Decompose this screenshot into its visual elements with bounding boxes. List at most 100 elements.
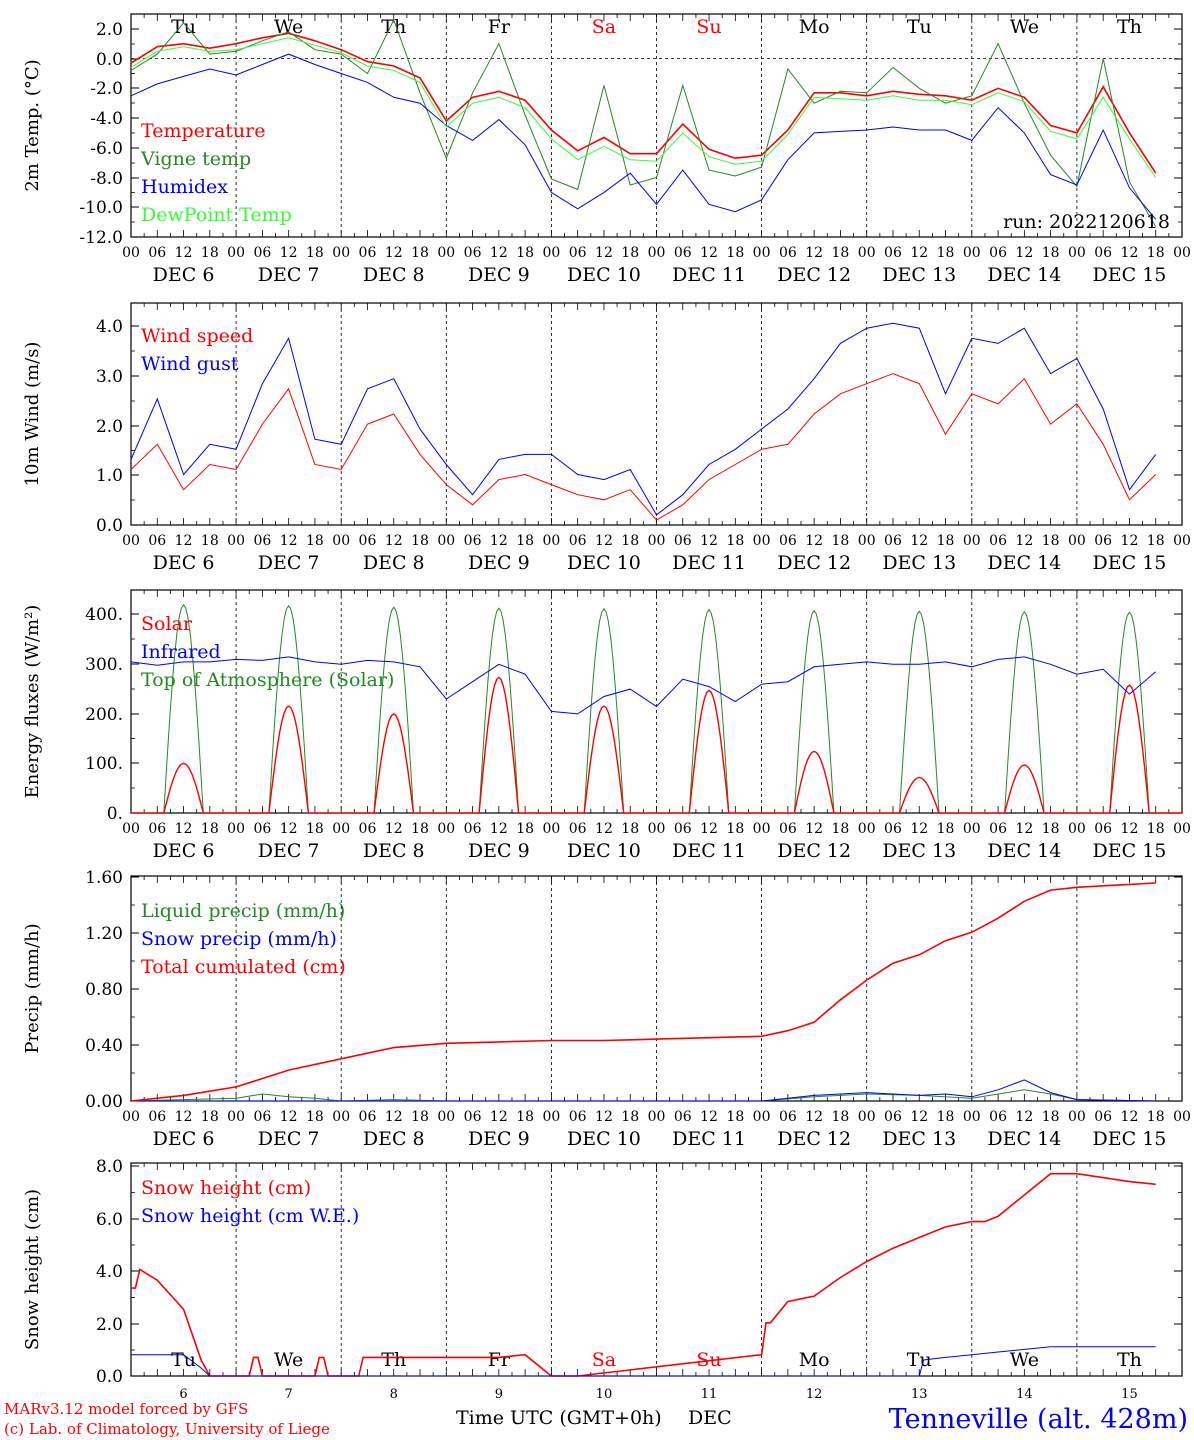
hour-label: 00 xyxy=(648,245,666,261)
hour-label: 06 xyxy=(253,533,271,549)
y-tick-label: -6.0 xyxy=(90,139,123,159)
hour-label: 00 xyxy=(122,533,140,549)
hour-label: 00 xyxy=(227,533,245,549)
hour-label: 18 xyxy=(621,245,639,261)
credit-line-2: (c) Lab. of Climatology, University of L… xyxy=(4,1420,330,1438)
hour-label: 00 xyxy=(1068,533,1086,549)
date-label: DEC 11 xyxy=(672,1128,746,1150)
weekday-label: We xyxy=(1010,16,1039,38)
day-number-label: 8 xyxy=(390,1387,398,1402)
weekday-label: Tu xyxy=(907,16,932,38)
legend-entry: Temperature xyxy=(141,120,265,142)
legend-entry: Wind gust xyxy=(141,353,239,375)
hour-label: 00 xyxy=(858,533,876,549)
date-label: DEC 7 xyxy=(258,840,320,862)
y-tick-label: 0.0 xyxy=(96,516,123,536)
hour-label: 12 xyxy=(805,821,823,837)
hour-label: 06 xyxy=(674,821,692,837)
hour-label: 00 xyxy=(753,1109,771,1125)
hour-label: 18 xyxy=(201,245,219,261)
y-tick-label: -8.0 xyxy=(90,169,123,189)
date-label: DEC 15 xyxy=(1093,264,1167,286)
weekday-label: Mo xyxy=(799,1349,830,1371)
weekday-label: We xyxy=(274,16,303,38)
date-label: DEC 9 xyxy=(468,1128,530,1150)
hour-label: 18 xyxy=(937,821,955,837)
date-label: DEC 6 xyxy=(153,1128,215,1150)
date-label: DEC 13 xyxy=(882,840,956,862)
hour-label: 12 xyxy=(910,1109,928,1125)
hour-label: 06 xyxy=(1094,821,1112,837)
legend-entry: Snow height (cm W.E.) xyxy=(141,1205,359,1227)
hour-label: 00 xyxy=(542,533,560,549)
hour-label: 06 xyxy=(884,821,902,837)
legend-entry: Vigne temp xyxy=(140,148,251,170)
hour-label: 12 xyxy=(910,821,928,837)
y-tick-label: 200. xyxy=(85,705,123,725)
hour-label: 12 xyxy=(490,821,508,837)
series-1 xyxy=(130,373,1157,521)
series-2 xyxy=(131,1079,1156,1102)
hour-label: 12 xyxy=(595,1109,613,1125)
y-tick-label: 0.0 xyxy=(96,1367,123,1387)
hour-label: 12 xyxy=(910,245,928,261)
day-number-label: 12 xyxy=(806,1387,823,1402)
legend-entry: Top of Atmosphere (Solar) xyxy=(141,669,394,691)
hour-label: 06 xyxy=(148,1109,166,1125)
y-tick-label: 1.60 xyxy=(85,868,123,888)
weekday-label: Sa xyxy=(592,16,616,38)
legend-entry: Solar xyxy=(141,613,193,635)
series-solar xyxy=(131,676,1182,814)
hour-label: 12 xyxy=(805,1109,823,1125)
hour-label: 06 xyxy=(359,821,377,837)
y-tick-label: 3.0 xyxy=(96,367,123,387)
date-label: DEC 15 xyxy=(1093,840,1167,862)
hour-label: 00 xyxy=(1068,1109,1086,1125)
hour-label: 06 xyxy=(779,245,797,261)
hour-label: 00 xyxy=(437,533,455,549)
hour-label: 18 xyxy=(1042,821,1060,837)
hour-label: 18 xyxy=(201,1109,219,1125)
date-label: DEC 12 xyxy=(777,552,851,574)
hour-label: 00 xyxy=(858,245,876,261)
hour-label: 12 xyxy=(700,821,718,837)
hour-label: 06 xyxy=(989,245,1007,261)
date-label: DEC 14 xyxy=(987,264,1061,286)
hour-label: 18 xyxy=(306,533,324,549)
y-axis-label: Precip (mm/h) xyxy=(22,923,43,1053)
hour-label: 18 xyxy=(306,1109,324,1125)
hour-label: 12 xyxy=(1015,1109,1033,1125)
hour-label: 18 xyxy=(726,533,744,549)
hour-label: 00 xyxy=(1173,821,1191,837)
y-tick-label: 4.0 xyxy=(96,317,123,337)
weekday-label: Fr xyxy=(488,1349,511,1371)
date-label: DEC 13 xyxy=(882,552,956,574)
panels: 2.0 0.0 -2.0 -4.0 -6.0 -8.0 -10.0 -12.0 2m Temp.… xyxy=(22,13,1191,1402)
day-number-label: 14 xyxy=(1016,1387,1033,1402)
y-axis-label: 2m Temp. (°C) xyxy=(22,59,43,191)
hour-label: 06 xyxy=(359,533,377,549)
hour-label: 18 xyxy=(411,821,429,837)
date-label: DEC 12 xyxy=(777,1128,851,1150)
credit-line-1: MARv3.12 model forced by GFS xyxy=(4,1400,248,1418)
x-axis-label: Time UTC (GMT+0h) xyxy=(456,1407,662,1429)
legend-entry: Infrared xyxy=(141,641,221,663)
hour-label: 00 xyxy=(437,245,455,261)
y-axis-label: Energy fluxes (W/m²) xyxy=(22,605,43,799)
hour-label: 06 xyxy=(464,1109,482,1125)
hour-label: 06 xyxy=(1094,245,1112,261)
hour-label: 06 xyxy=(1094,533,1112,549)
date-label: DEC 6 xyxy=(153,264,215,286)
series-3 xyxy=(130,882,1156,1102)
legend-entry: Wind speed xyxy=(141,325,253,347)
day-number-label: 7 xyxy=(285,1387,293,1402)
weekday-label: Th xyxy=(381,1349,406,1371)
hour-label: 06 xyxy=(464,533,482,549)
hour-label: 00 xyxy=(858,821,876,837)
hour-label: 12 xyxy=(175,1109,193,1125)
legend-entry: Snow precip (mm/h) xyxy=(141,928,337,950)
hour-label: 12 xyxy=(385,1109,403,1125)
hour-label: 12 xyxy=(595,821,613,837)
date-label: DEC 14 xyxy=(987,1128,1061,1150)
hour-label: 00 xyxy=(1173,245,1191,261)
